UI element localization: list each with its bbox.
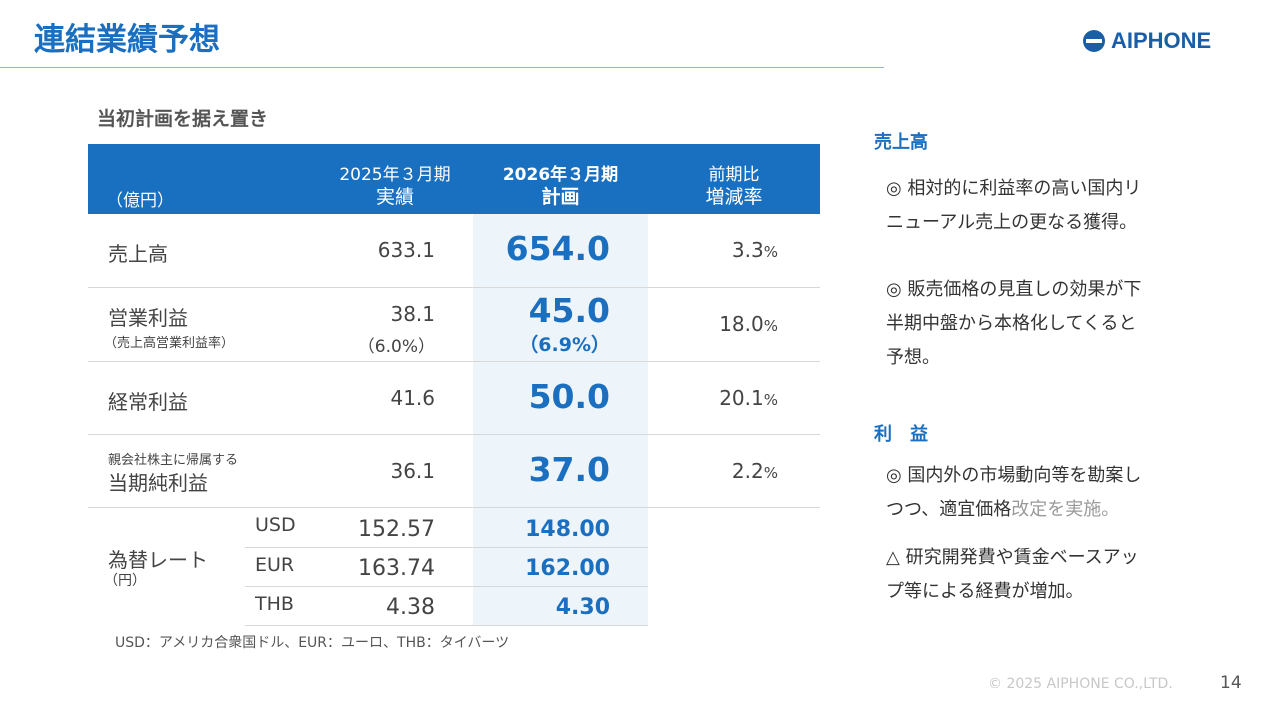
table-row: 経常利益 41.6 50.0 20.1% <box>88 362 820 435</box>
profit-point-1: ◎ 国内外の市場動向等を勘案し つつ、適宜価格改定を実施。 <box>886 459 1141 527</box>
value-plan: 37.0 <box>528 450 610 489</box>
sales-heading: 売上高 <box>874 132 928 153</box>
row-label: 営業利益 <box>108 306 188 330</box>
ratio-unit: % <box>763 464 778 482</box>
col2-type: 計画 <box>541 186 580 208</box>
currency: THB <box>255 593 294 615</box>
profit-point-2: △ 研究開発費や賃金ベースアッ プ等による経費が増加。 <box>886 541 1139 609</box>
fx-row: EUR 163.74 162.00 <box>245 548 648 587</box>
profit-heading: 利 益 <box>874 424 928 445</box>
forecast-table: （億円） 2025年３月期 実績 2026年３月期 計画 前期比 増減率 売上高… <box>88 144 820 626</box>
col2-period: 2026年３月期 <box>502 165 619 185</box>
table-row: 親会社株主に帰属する 当期純利益 36.1 37.0 2.2% <box>88 435 820 508</box>
fx-row: USD 152.57 148.00 <box>245 508 648 548</box>
table-row: 売上高 633.1 654.0 3.3% <box>88 214 820 288</box>
currency: USD <box>255 514 296 536</box>
currency: EUR <box>255 554 295 576</box>
ratio-unit: % <box>763 243 778 261</box>
title-divider <box>0 67 884 68</box>
row-label: 当期純利益 <box>108 471 208 495</box>
aiphone-logo: AIPHONE <box>1083 28 1211 54</box>
plan-column-highlight <box>473 214 648 626</box>
text-line: プ等による経費が増加。 <box>886 581 1084 602</box>
subtitle: 当初計画を据え置き <box>97 108 269 130</box>
margin-2025: （6.0%） <box>357 337 435 357</box>
col3-type: 増減率 <box>705 186 763 208</box>
value-plan: 162.00 <box>525 556 610 581</box>
col1-type: 実績 <box>375 186 414 208</box>
copyright: © 2025 AIPHONE CO.,LTD. <box>988 676 1173 692</box>
text-line-faded: 改定を実施。 <box>1011 499 1120 520</box>
currency-note: USD：アメリカ合衆国ドル、EUR：ユーロ、THB：タイバーツ <box>115 635 510 651</box>
unit-label: （億円） <box>106 191 174 211</box>
page-number: 14 <box>1220 673 1242 693</box>
ratio-value: 20.1 <box>719 386 764 410</box>
value-plan: 654.0 <box>505 229 610 268</box>
margin-plan: （6.9%） <box>519 334 610 356</box>
text-line: 半期中盤から本格化してくると <box>886 313 1137 334</box>
col1-period: 2025年３月期 <box>339 165 451 185</box>
value-2025: 4.38 <box>386 595 435 620</box>
row-prelabel: 親会社株主に帰属する <box>108 453 239 468</box>
text-line: ◎ 相対的に利益率の高い国内リ <box>886 178 1142 199</box>
value-2025: 38.1 <box>390 302 435 326</box>
row-label: 売上高 <box>108 242 168 266</box>
text-line: つつ、適宜価格 <box>886 499 1012 520</box>
logo-mark-icon <box>1083 30 1105 52</box>
fx-label: 為替レート <box>108 548 208 572</box>
value-plan: 50.0 <box>528 377 610 416</box>
value-2025: 633.1 <box>377 238 435 262</box>
text-line: △ 研究開発費や賃金ベースアッ <box>886 547 1139 568</box>
table-row: 営業利益 （売上高営業利益率） 38.1 （6.0%） 45.0 （6.9%） … <box>88 288 820 362</box>
logo-text: AIPHONE <box>1111 28 1212 53</box>
row-sublabel: （売上高営業利益率） <box>104 336 235 351</box>
ratio-value: 3.3 <box>731 238 764 262</box>
text-line: ◎ 販売価格の見直しの効果が下 <box>886 279 1142 300</box>
value-2025: 41.6 <box>390 386 435 410</box>
value-plan: 45.0 <box>528 291 610 330</box>
fx-section: 為替レート （円） USD 152.57 148.00 EUR 163.74 1… <box>88 508 820 626</box>
text-line: ニューアル売上の更なる獲得。 <box>886 212 1138 233</box>
ratio-value: 2.2 <box>731 459 764 483</box>
table-header: （億円） 2025年３月期 実績 2026年３月期 計画 前期比 増減率 <box>88 144 820 214</box>
row-label: 経常利益 <box>108 390 188 414</box>
page-title: 連結業績予想 <box>34 22 220 58</box>
col3-title: 前期比 <box>708 165 760 185</box>
value-plan: 148.00 <box>525 517 610 542</box>
ratio-unit: % <box>763 391 778 409</box>
text-line: ◎ 国内外の市場動向等を勘案し <box>886 465 1142 486</box>
value-2025: 152.57 <box>358 517 435 542</box>
fx-unit: （円） <box>104 573 146 589</box>
value-2025: 36.1 <box>390 459 435 483</box>
sales-point-1: ◎ 相対的に利益率の高い国内リ ニューアル売上の更なる獲得。 <box>886 172 1141 240</box>
value-plan: 4.30 <box>555 595 610 620</box>
ratio-unit: % <box>763 317 778 335</box>
value-2025: 163.74 <box>358 556 435 581</box>
fx-row: THB 4.38 4.30 <box>245 587 648 626</box>
ratio-value: 18.0 <box>719 312 764 336</box>
text-line: 予想。 <box>886 347 940 368</box>
sales-point-2: ◎ 販売価格の見直しの効果が下 半期中盤から本格化してくると 予想。 <box>886 273 1141 375</box>
